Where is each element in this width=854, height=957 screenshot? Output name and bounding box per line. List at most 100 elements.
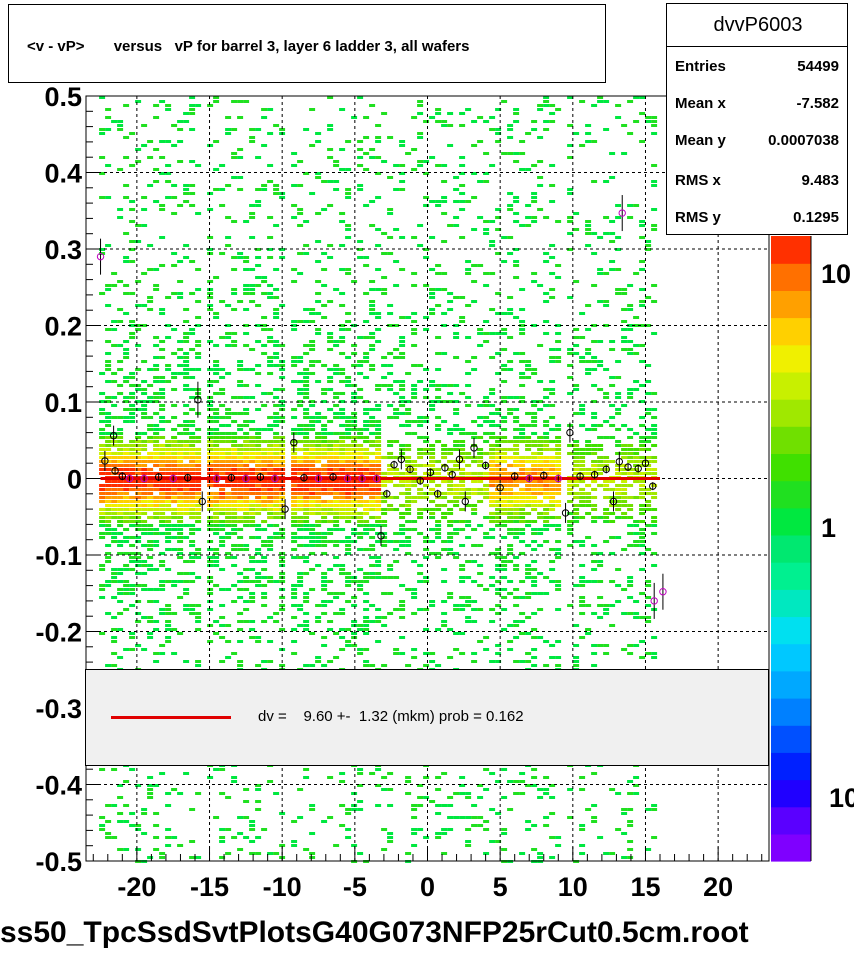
heatmap-cell [273, 536, 280, 539]
heatmap-cell [555, 664, 562, 667]
heatmap-cell [195, 528, 202, 531]
heatmap-cell [543, 540, 550, 543]
heatmap-cell [171, 464, 178, 467]
heatmap-cell [465, 272, 472, 275]
heatmap-cell [345, 496, 352, 499]
heatmap-cell [369, 524, 376, 527]
heatmap-cell [171, 584, 178, 587]
heatmap-cell [321, 580, 328, 583]
heatmap-cell [159, 100, 166, 103]
heatmap-cell [159, 480, 166, 483]
heatmap-cell [597, 468, 604, 471]
heatmap-cell [219, 448, 226, 451]
heatmap-cell [177, 572, 184, 575]
heatmap-cell [363, 608, 370, 611]
heatmap-cell [153, 824, 160, 827]
heatmap-cell [627, 644, 634, 647]
heatmap-cell [453, 200, 460, 203]
heatmap-cell [213, 816, 220, 819]
heatmap-cell [597, 448, 604, 451]
heatmap-cell [363, 472, 370, 475]
heatmap-cell [603, 652, 610, 655]
profile-point [576, 472, 584, 480]
heatmap-cell [309, 468, 316, 471]
heatmap-cell [105, 504, 112, 507]
heatmap-cell [537, 636, 544, 639]
heatmap-cell [123, 516, 130, 519]
heatmap-cell [507, 508, 514, 511]
heatmap-cell [591, 652, 598, 655]
heatmap-cell [579, 144, 586, 147]
palette-swatch [771, 562, 811, 590]
heatmap-cell [141, 196, 148, 199]
heatmap-cell [645, 604, 652, 607]
heatmap-cell [639, 532, 646, 535]
heatmap-cell [429, 288, 436, 291]
heatmap-cell [501, 828, 508, 831]
heatmap-cell [357, 364, 364, 367]
heatmap-cell [405, 460, 412, 463]
heatmap-cell [237, 452, 244, 455]
heatmap-cell [159, 420, 166, 423]
heatmap-cell [549, 184, 556, 187]
heatmap-cell [189, 452, 196, 455]
heatmap-cell [465, 472, 472, 475]
heatmap-cell [579, 448, 586, 451]
heatmap-cell [363, 420, 370, 423]
heatmap-cell [141, 380, 148, 383]
heatmap-cell [417, 580, 424, 583]
heatmap-cell [555, 348, 562, 351]
heatmap-cell [219, 520, 226, 523]
heatmap-cell [597, 616, 604, 619]
heatmap-cell [129, 260, 136, 263]
heatmap-cell [117, 552, 124, 555]
heatmap-cell [627, 392, 634, 395]
heatmap-cell [627, 436, 634, 439]
legend-text: dv = 9.60 +- 1.32 (mkm) prob = 0.162 [258, 708, 524, 725]
heatmap-cell [249, 516, 256, 519]
heatmap-cell [525, 440, 532, 443]
heatmap-cell [291, 652, 298, 655]
heatmap-cell [213, 492, 220, 495]
heatmap-cell [105, 804, 112, 807]
heatmap-cell [141, 524, 148, 527]
heatmap-cell [489, 128, 496, 131]
heatmap-cell [339, 512, 346, 515]
heatmap-cell [369, 224, 376, 227]
heatmap-cell [333, 480, 340, 483]
heatmap-cell [117, 460, 124, 463]
heatmap-cell [543, 432, 550, 435]
heatmap-cell [477, 492, 484, 495]
heatmap-cell [327, 456, 334, 459]
heatmap-cell [507, 360, 514, 363]
heatmap-cell [129, 508, 136, 511]
heatmap-cell [165, 420, 172, 423]
heatmap-cell [279, 368, 286, 371]
heatmap-cell [189, 480, 196, 483]
heatmap-cell [273, 444, 280, 447]
heatmap-cell [171, 500, 178, 503]
heatmap-cell [321, 480, 328, 483]
heatmap-cell [537, 484, 544, 487]
heatmap-cell [489, 272, 496, 275]
heatmap-cell [159, 208, 166, 211]
heatmap-cell [405, 444, 412, 447]
heatmap-cell [165, 640, 172, 643]
heatmap-cell [147, 636, 154, 639]
heatmap-cell [603, 488, 610, 491]
heatmap-cell [615, 376, 622, 379]
heatmap-cell [129, 408, 136, 411]
heatmap-cell [333, 404, 340, 407]
heatmap-cell [111, 500, 118, 503]
heatmap-cell [453, 648, 460, 651]
heatmap-cell [513, 508, 520, 511]
heatmap-cell [255, 800, 262, 803]
heatmap-cell [249, 136, 256, 139]
heatmap-cell [459, 480, 466, 483]
heatmap-cell [117, 308, 124, 311]
heatmap-cell [243, 468, 250, 471]
heatmap-cell [261, 660, 268, 663]
heatmap-cell [591, 820, 598, 823]
heatmap-cell [333, 656, 340, 659]
heatmap-cell [531, 636, 538, 639]
